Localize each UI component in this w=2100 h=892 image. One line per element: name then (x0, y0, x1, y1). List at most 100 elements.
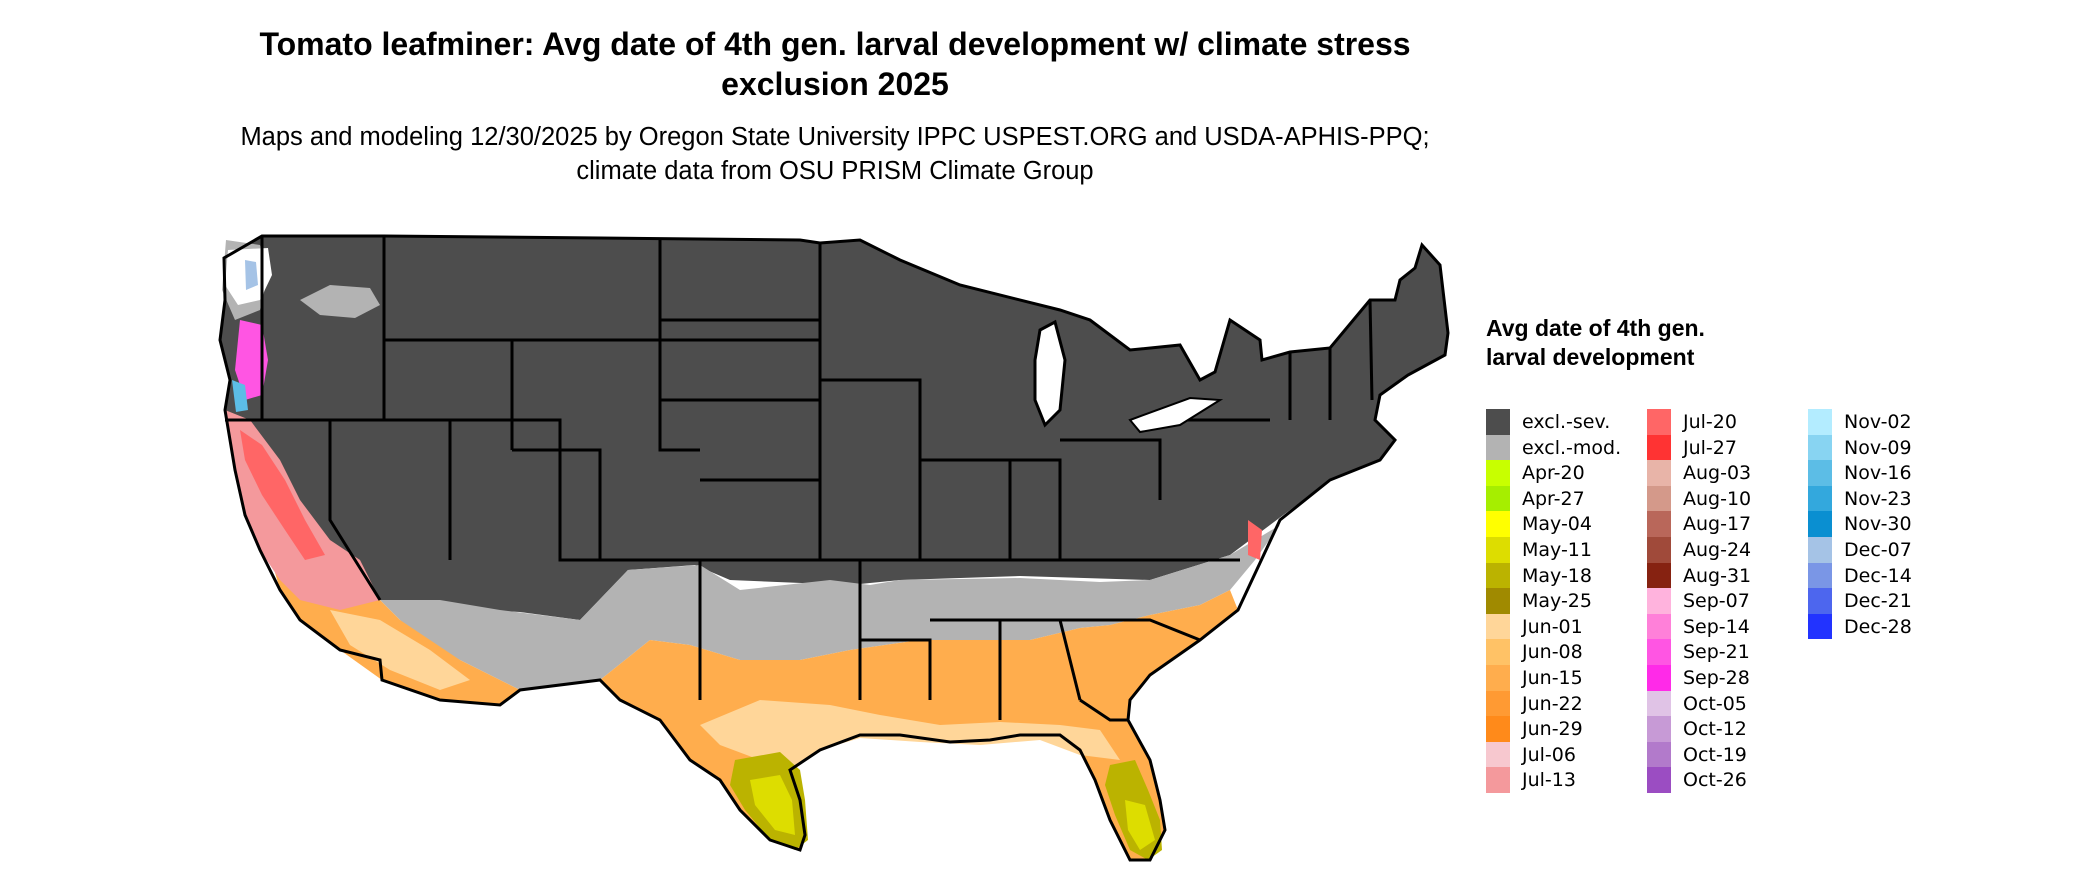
excl-moderate-west (300, 285, 380, 318)
legend-swatch (1808, 409, 1832, 435)
legend-item: Dec-21 (1808, 588, 1978, 614)
legend-swatch (1647, 690, 1671, 717)
legend-item: Sep-28 (1647, 664, 1817, 691)
legend-label: Nov-23 (1844, 487, 1912, 510)
legend-item: May-18 (1486, 562, 1656, 589)
legend-label: Oct-19 (1683, 743, 1747, 766)
map-title: Tomato leafminer: Avg date of 4th gen. l… (259, 26, 1411, 102)
legend-label: Jul-06 (1522, 743, 1576, 766)
legend-label: Aug-24 (1683, 538, 1752, 561)
excl-moderate-region (380, 525, 1280, 690)
legend-item: Sep-14 (1647, 613, 1817, 640)
legend-item: Jun-08 (1486, 639, 1656, 665)
legend-item: excl.-sev. (1486, 409, 1656, 435)
legend-swatch (1647, 460, 1671, 486)
legend-swatch (1647, 741, 1671, 768)
legend-label: Sep-28 (1683, 666, 1750, 689)
legend-swatch (1647, 511, 1671, 537)
legend-label: Jun-01 (1522, 615, 1583, 638)
legend-column: Jul-20 Jul-27 Aug-03 Aug-10 Aug-17 Aug-24 Aug-… (1647, 409, 1817, 793)
legend-swatch (1486, 741, 1510, 768)
legend-item: Aug-17 (1647, 511, 1817, 537)
legend-swatch (1486, 460, 1510, 486)
legend-label: May-25 (1522, 590, 1592, 613)
legend-label: Jun-15 (1522, 666, 1583, 689)
legend-swatch (1486, 485, 1510, 512)
legend-swatch (1486, 588, 1510, 614)
legend-label: Dec-14 (1844, 564, 1912, 587)
legend-label: Apr-20 (1522, 462, 1585, 485)
legend-label: Nov-30 (1844, 513, 1912, 536)
legend-label: Jun-29 (1522, 718, 1583, 741)
legend-label: Dec-28 (1844, 615, 1912, 638)
legend-label: Dec-07 (1844, 538, 1912, 561)
legend-item: Apr-27 (1486, 485, 1656, 512)
legend-title: Avg date of 4th gen. larval development (1486, 315, 1705, 370)
legend-item: Nov-23 (1808, 485, 1978, 512)
legend-swatch (1808, 562, 1832, 589)
legend-swatch (1808, 588, 1832, 614)
legend-label: Aug-31 (1683, 564, 1752, 587)
legend-swatch (1486, 613, 1510, 640)
legend-item: Jun-01 (1486, 613, 1656, 640)
legend-swatch (1647, 536, 1671, 563)
legend-label: Aug-03 (1683, 462, 1752, 485)
lake-michigan (1033, 319, 1067, 428)
legend-label: Nov-02 (1844, 411, 1912, 433)
legend-swatch (1647, 767, 1671, 793)
legend-label: Oct-05 (1683, 692, 1747, 715)
legend-swatch (1808, 613, 1832, 640)
legend-item: Sep-21 (1647, 639, 1817, 665)
legend-label: Aug-17 (1683, 513, 1752, 536)
legend-item: Jul-13 (1486, 767, 1656, 793)
legend: Avg date of 4th gen. larval development … (1486, 314, 1912, 793)
legend-item: Jun-15 (1486, 664, 1656, 691)
legend-item: Apr-20 (1486, 460, 1656, 486)
map-subtitle: Maps and modeling 12/30/2025 by Oregon S… (240, 123, 1430, 185)
legend-column: excl.-sev. excl.-mod. Apr-20 Apr-27 May-04 Ma… (1486, 409, 1656, 793)
legend-item: Oct-05 (1647, 690, 1817, 717)
legend-item: Nov-16 (1808, 460, 1978, 486)
legend-label: Jun-08 (1522, 641, 1583, 664)
pacific-northwest-magenta (235, 320, 268, 400)
legend-swatch (1808, 485, 1832, 512)
legend-item: Dec-28 (1808, 613, 1978, 640)
legend-label: Apr-27 (1522, 487, 1585, 510)
legend-label: May-04 (1522, 513, 1592, 536)
legend-label: Aug-10 (1683, 487, 1752, 510)
southwest-light-region (330, 610, 470, 690)
legend-item: Nov-02 (1808, 409, 1978, 435)
legend-item: Aug-03 (1647, 460, 1817, 486)
legend-item: Aug-10 (1647, 485, 1817, 512)
legend-swatch (1486, 562, 1510, 589)
florida-core (1125, 800, 1155, 850)
legend-label: Jul-27 (1683, 436, 1737, 459)
legend-swatch (1486, 536, 1510, 563)
legend-swatch (1808, 460, 1832, 486)
legend-swatch (1647, 409, 1671, 435)
legend-swatch (1647, 664, 1671, 691)
legend-item: Jun-22 (1486, 690, 1656, 717)
legend-label: May-18 (1522, 564, 1592, 587)
legend-label: Jun-22 (1522, 692, 1583, 715)
legend-label: Dec-21 (1844, 590, 1912, 613)
legend-swatch (1808, 511, 1832, 537)
legend-label: excl.-mod. (1522, 436, 1622, 459)
legend-item: Jul-20 (1647, 409, 1817, 435)
legend-swatch (1808, 434, 1832, 461)
legend-swatch (1486, 409, 1510, 435)
legend-swatch (1647, 485, 1671, 512)
legend-item: May-04 (1486, 511, 1656, 537)
state-boundaries (218, 234, 1450, 862)
legend-label: excl.-sev. (1522, 411, 1611, 433)
legend-label: Jul-13 (1522, 769, 1576, 792)
legend-label: Oct-26 (1683, 769, 1747, 792)
legend-swatch (1486, 716, 1510, 742)
south-texas-core (750, 775, 795, 835)
legend-label: Nov-09 (1844, 436, 1912, 459)
legend-label: Sep-21 (1683, 641, 1750, 664)
legend-item: Jul-06 (1486, 741, 1656, 768)
legend-swatch (1647, 562, 1671, 589)
legend-swatch (1647, 613, 1671, 640)
